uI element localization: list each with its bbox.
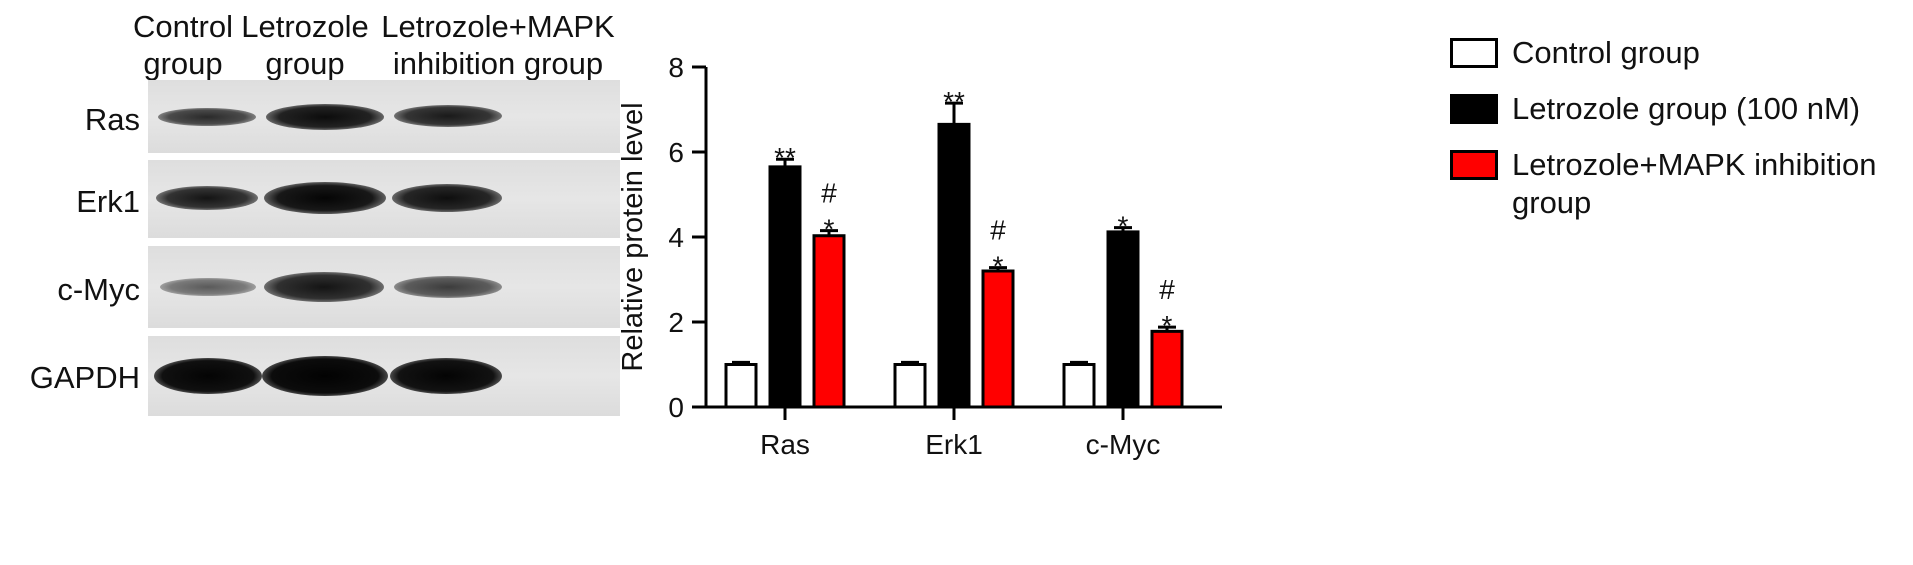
significance-marker: ** bbox=[774, 142, 796, 173]
significance-marker: * bbox=[824, 214, 835, 245]
bar bbox=[1106, 230, 1140, 409]
y-tick-label: 2 bbox=[668, 307, 684, 338]
chart-bars: ***#***# **# bbox=[724, 86, 1184, 409]
legend-label: Letrozole group (100 nM) bbox=[1512, 91, 1861, 126]
significance-marker: # bbox=[1159, 274, 1175, 305]
legend-swatch-white bbox=[1450, 38, 1498, 68]
bar bbox=[768, 165, 802, 409]
legend-label-line2: group bbox=[1512, 185, 1592, 220]
significance-marker: * bbox=[993, 251, 1004, 282]
blot-row-label-c-myc: c-Myc bbox=[57, 272, 140, 307]
blot-band bbox=[394, 276, 502, 298]
blot-column-label-line: group bbox=[265, 46, 345, 81]
blot-column-label-line: Control bbox=[133, 9, 233, 44]
blot-band bbox=[156, 186, 258, 210]
significance-marker: * bbox=[1162, 310, 1173, 341]
y-tick-label: 8 bbox=[668, 52, 684, 83]
blot-column-label-line: inhibition group bbox=[392, 46, 604, 81]
blot-band bbox=[264, 182, 386, 214]
bar bbox=[724, 363, 758, 409]
bar bbox=[981, 269, 1015, 409]
blot-band bbox=[266, 104, 384, 130]
blot-row-label-ras: Ras bbox=[84, 102, 140, 137]
bar bbox=[893, 363, 927, 409]
blot-column-label-letrozole: Letrozole group bbox=[240, 8, 370, 82]
blot-column-label-control: Control group bbox=[128, 8, 238, 82]
x-tick-label: c-Myc bbox=[1086, 429, 1161, 460]
legend-swatch-red bbox=[1450, 150, 1498, 180]
y-tick-label: 6 bbox=[668, 137, 684, 168]
y-tick-label: 0 bbox=[668, 392, 684, 423]
blot-row-label-gapdh: GAPDH bbox=[29, 360, 140, 395]
blot-band bbox=[390, 358, 502, 394]
significance-marker: # bbox=[821, 178, 837, 209]
significance-marker: # bbox=[990, 215, 1006, 246]
blot-column-label-line: Letrozole bbox=[241, 9, 369, 44]
blot-row-label-erk1: Erk1 bbox=[76, 184, 140, 219]
western-blot-panel: Control group Letrozole group Letrozole+… bbox=[0, 0, 640, 565]
blot-strip-ras bbox=[148, 80, 620, 153]
y-tick-label: 4 bbox=[668, 222, 684, 253]
blot-strip-c-myc bbox=[148, 246, 620, 328]
blot-strip-erk1 bbox=[148, 160, 620, 238]
legend-label: Control group bbox=[1512, 35, 1700, 70]
x-tick-label: Erk1 bbox=[925, 429, 983, 460]
y-axis-title: Relative protein level bbox=[617, 102, 649, 371]
blot-column-label-line: group bbox=[143, 46, 223, 81]
blot-band bbox=[154, 358, 262, 394]
legend-label: Letrozole+MAPK inhibition bbox=[1512, 147, 1877, 182]
blot-band bbox=[262, 356, 388, 396]
blot-band bbox=[392, 184, 502, 212]
significance-marker: ** bbox=[943, 86, 965, 117]
x-tick-label: Ras bbox=[760, 429, 810, 460]
legend-swatch-black bbox=[1450, 94, 1498, 124]
bar bbox=[812, 234, 846, 409]
bar bbox=[1150, 329, 1184, 409]
blot-column-label-line: Letrozole+MAPK bbox=[381, 9, 615, 44]
blot-band bbox=[160, 278, 256, 296]
blot-strip-gapdh bbox=[148, 336, 620, 416]
blot-band bbox=[158, 108, 256, 126]
significance-marker: * bbox=[1118, 211, 1129, 242]
blot-band bbox=[394, 105, 502, 127]
blot-band bbox=[264, 272, 384, 302]
bar bbox=[937, 122, 971, 409]
bar bbox=[1062, 363, 1096, 409]
blot-column-label-mapk: Letrozole+MAPK inhibition group bbox=[378, 8, 618, 82]
